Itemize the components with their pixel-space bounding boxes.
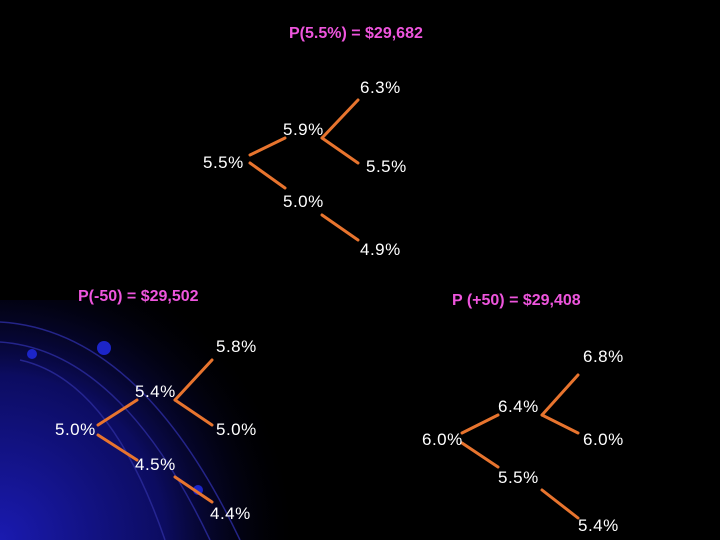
left-tree-down-down-rate: 4.4% [210, 504, 251, 523]
left-branch-up-down [173, 398, 214, 427]
decor-dot [27, 349, 37, 359]
top-tree-up-down-rate: 5.5% [366, 157, 407, 176]
title-down-shift-price: P(-50) = $29,502 [78, 288, 199, 305]
top-branch-up-up [320, 98, 360, 140]
left-branch-root-up [96, 398, 139, 427]
left-branch-down-down [173, 475, 214, 504]
decor-arcs [0, 321, 241, 540]
title-up-shift-price: P (+50) = $29,408 [452, 292, 581, 309]
top-branch-root-down [248, 161, 287, 190]
right-branch-root-up [460, 413, 500, 435]
top-tree-root-rate: 5.5% [203, 153, 244, 172]
right-branch-up-down [540, 413, 580, 435]
right-branch-up-up [540, 373, 580, 417]
right-tree-up-up-rate: 6.8% [583, 347, 624, 366]
top-tree-down-rate: 5.0% [283, 192, 324, 211]
branch-lines [96, 98, 580, 520]
blue-glow [0, 300, 330, 540]
right-tree-root-rate: 6.0% [422, 430, 463, 449]
right-branch-down-down [540, 488, 580, 520]
left-branch-up-up [173, 358, 214, 402]
right-tree-down-down-rate: 5.4% [578, 516, 619, 535]
title-base-price: P(5.5%) = $29,682 [289, 25, 423, 42]
top-tree-down-down-rate: 4.9% [360, 240, 401, 259]
right-tree-up-rate: 6.4% [498, 397, 539, 416]
left-tree-up-rate: 5.4% [135, 382, 176, 401]
left-branch-root-down [96, 433, 139, 462]
decor-dot [97, 341, 111, 355]
right-tree-up-down-rate: 6.0% [583, 430, 624, 449]
left-tree-up-up-rate: 5.8% [216, 337, 257, 356]
left-tree-down-rate: 4.5% [135, 455, 176, 474]
top-branch-up-down [320, 136, 360, 165]
left-tree-root-rate: 5.0% [55, 420, 96, 439]
top-branch-root-up [248, 136, 287, 157]
right-tree-down-rate: 5.5% [498, 468, 539, 487]
top-tree-up-up-rate: 6.3% [360, 78, 401, 97]
left-tree-up-down-rate: 5.0% [216, 420, 257, 439]
top-tree-up-rate: 5.9% [283, 120, 324, 139]
top-branch-down-down [320, 213, 360, 242]
right-branch-root-down [460, 441, 500, 469]
